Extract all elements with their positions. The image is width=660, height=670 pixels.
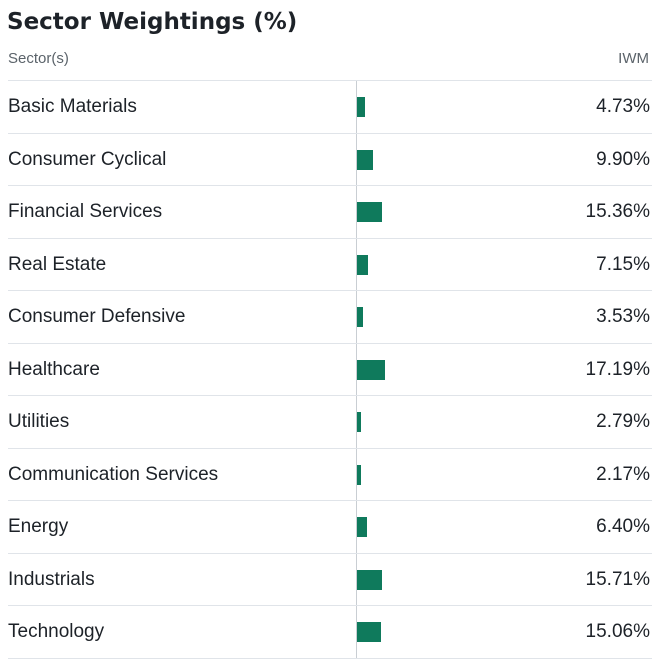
sector-name: Real Estate	[8, 253, 107, 275]
weight-bar	[357, 569, 383, 590]
sector-weight: 15.71%	[585, 568, 650, 590]
weight-bar	[357, 517, 368, 537]
weight-bar	[357, 412, 362, 432]
column-header-sector: Sector(s)	[8, 50, 69, 67]
sector-name: Basic Materials	[8, 96, 137, 117]
bar-track	[356, 238, 457, 290]
table-row: Industrials 15.71%	[8, 553, 652, 606]
sector-name: Energy	[8, 516, 69, 537]
sector-name: Industrials	[8, 568, 95, 590]
table-row: Real Estate 7.15%	[8, 238, 652, 291]
sector-weight: 6.40%	[596, 516, 650, 537]
bar-track	[356, 343, 457, 395]
table-row: Healthcare 17.19%	[8, 343, 652, 396]
sector-name: Technology	[8, 621, 105, 642]
weight-bar	[357, 149, 373, 170]
bar-track	[356, 501, 457, 553]
sector-weight: 2.79%	[596, 411, 650, 432]
sector-weight: 4.73%	[596, 96, 650, 117]
weight-bar	[357, 622, 382, 642]
sector-name: Healthcare	[8, 358, 100, 380]
weight-bar	[357, 307, 363, 327]
bar-track	[356, 186, 457, 238]
table-row: Consumer Cyclical 9.90%	[8, 133, 652, 186]
sector-weight: 7.15%	[596, 253, 650, 275]
bar-track	[356, 606, 457, 658]
table-row: Communication Services 2.17%	[8, 448, 652, 501]
table-row: Basic Materials 4.73%	[8, 81, 652, 134]
sector-weight: 3.53%	[596, 306, 650, 327]
column-header-fund: IWM	[618, 50, 649, 67]
weight-bar	[357, 359, 385, 380]
table-row: Consumer Defensive 3.53%	[8, 291, 652, 344]
sector-name: Consumer Defensive	[8, 306, 186, 327]
sector-weight: 15.36%	[585, 201, 650, 222]
weight-bar	[357, 202, 382, 222]
bar-track	[356, 396, 457, 448]
sector-name: Financial Services	[8, 201, 163, 222]
table-row: Financial Services 15.36%	[8, 186, 652, 239]
bar-track	[356, 291, 457, 343]
bar-track	[356, 553, 457, 605]
bar-track	[356, 448, 457, 500]
table-row: Technology 15.06%	[8, 606, 652, 659]
table-row: Energy 6.40%	[8, 501, 652, 554]
bar-track	[356, 133, 457, 185]
sector-weight: 9.90%	[596, 148, 650, 170]
sector-weight: 15.06%	[585, 621, 650, 642]
sector-weight: 2.17%	[596, 463, 650, 485]
sector-weightings-panel: Sector Weightings (%) Sector(s) IWM Basi…	[7, 0, 652, 659]
section-title: Sector Weightings (%)	[7, 9, 298, 35]
sector-list: Basic Materials 4.73% Consumer Cyclical …	[8, 81, 652, 659]
sector-name: Utilities	[8, 411, 70, 432]
weight-bar	[357, 97, 365, 117]
table-row: Utilities 2.79%	[8, 396, 652, 449]
sector-name: Consumer Cyclical	[8, 148, 167, 170]
weight-bar	[357, 464, 361, 485]
bar-track	[356, 81, 457, 133]
weight-bar	[357, 254, 369, 275]
sector-weight: 17.19%	[585, 358, 650, 380]
table-header: Sector(s) IWM	[8, 44, 652, 81]
sector-name: Communication Services	[8, 463, 219, 485]
